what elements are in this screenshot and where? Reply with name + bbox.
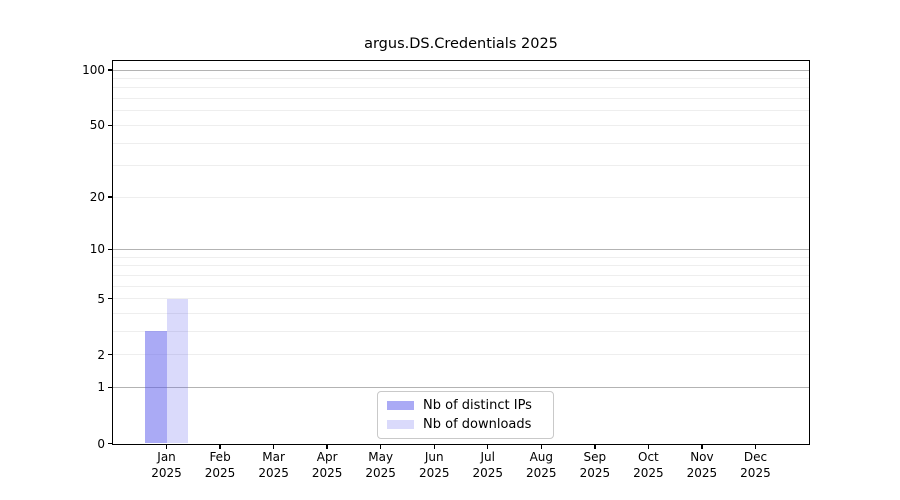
x-tick-mark — [379, 444, 382, 449]
x-tick-mark — [701, 444, 703, 449]
y-tick-mark — [107, 297, 112, 300]
x-tick-label-month: Jan — [157, 450, 176, 464]
y-tick-label: 5 — [97, 291, 105, 306]
x-tick-label-month: Nov — [690, 450, 714, 464]
y-gridline-minor — [113, 124, 809, 126]
y-gridline-minor — [113, 285, 809, 287]
x-tick-label-year: 2025 — [258, 465, 289, 480]
x-tick-mark — [219, 444, 221, 449]
x-tick-label-year: 2025 — [311, 465, 343, 480]
x-tick-label-year: 2025 — [526, 465, 557, 480]
x-tick-mark — [540, 444, 542, 449]
y-tick-label: 20 — [89, 190, 105, 205]
x-tick-mark — [433, 444, 435, 449]
y-tick-mark — [107, 69, 112, 71]
y-gridline-minor — [113, 98, 809, 100]
x-tick-mark — [594, 444, 596, 449]
y-gridline-major — [113, 248, 809, 250]
x-tick-mark — [326, 444, 328, 449]
y-gridline-minor — [113, 354, 809, 356]
y-tick-mark — [107, 386, 112, 389]
legend-swatch-distinct-ips-icon — [387, 401, 414, 410]
y-tick-mark — [107, 248, 112, 251]
x-tick-label-year: 2025 — [740, 465, 771, 480]
x-tick-mark — [165, 444, 168, 449]
y-tick-label: 1 — [97, 380, 105, 395]
x-tick-mark — [754, 444, 757, 449]
y-gridline-minor — [113, 110, 809, 112]
bar-nb-of-downloads-jan — [166, 298, 188, 444]
legend-label-distinct-ips: Nb of distinct IPs — [423, 398, 532, 413]
y-gridline-minor — [113, 87, 809, 89]
y-gridline-major — [113, 69, 809, 71]
x-tick-label-month: Jul — [480, 450, 495, 464]
y-gridline-minor — [113, 274, 809, 276]
y-gridline-minor — [113, 78, 809, 80]
y-gridline-minor — [113, 312, 809, 314]
x-tick-label-month: Aug — [529, 450, 554, 464]
x-tick-label-year: 2025 — [418, 465, 450, 480]
legend-item-distinct-ips: Nb of distinct IPs — [387, 398, 553, 413]
x-tick-label-year: 2025 — [151, 465, 182, 480]
y-gridline-minor — [113, 165, 809, 167]
y-gridline-minor — [113, 256, 809, 258]
chart-title: argus.DS.Credentials 2025 — [364, 36, 558, 52]
x-tick-label-month: Oct — [638, 450, 659, 464]
x-tick-label-month: Dec — [743, 450, 768, 464]
y-gridline-minor — [113, 142, 809, 144]
x-tick-label-month: Mar — [262, 450, 285, 464]
x-tick-label-year: 2025 — [579, 465, 611, 480]
x-tick-label-month: Feb — [209, 450, 231, 464]
x-tick-label-month: May — [368, 450, 394, 464]
bar-nb-of-distinct-ips-jan — [145, 331, 167, 444]
x-tick-label-month: Apr — [316, 450, 338, 464]
y-tick-label: 0 — [97, 436, 105, 451]
y-tick-label: 2 — [97, 347, 105, 362]
y-tick-label: 50 — [89, 118, 105, 133]
y-tick-mark — [107, 442, 112, 445]
legend: Nb of distinct IPs Nb of downloads — [377, 391, 554, 439]
y-tick-mark — [107, 196, 112, 198]
x-tick-label-year: 2025 — [204, 465, 236, 480]
legend-swatch-downloads-icon — [387, 420, 414, 429]
y-gridline-minor — [113, 330, 809, 332]
x-tick-label-year: 2025 — [686, 465, 718, 480]
y-gridline-minor — [113, 265, 809, 267]
x-tick-mark — [647, 444, 650, 449]
x-tick-mark — [272, 444, 275, 449]
x-tick-label-year: 2025 — [365, 465, 396, 480]
y-tick-mark — [107, 353, 112, 356]
y-tick-mark — [107, 124, 112, 127]
y-tick-label: 100 — [82, 63, 105, 78]
y-gridline-major — [113, 386, 809, 388]
x-tick-label-year: 2025 — [633, 465, 664, 480]
legend-item-downloads: Nb of downloads — [387, 417, 553, 432]
x-tick-mark — [487, 444, 489, 449]
y-tick-label: 10 — [89, 242, 105, 257]
y-gridline-minor — [113, 298, 809, 300]
x-tick-label-month: Sep — [583, 450, 607, 464]
x-tick-label-year: 2025 — [472, 465, 504, 480]
plot-area — [113, 61, 809, 444]
x-tick-label-month: Jun — [424, 450, 444, 464]
y-gridline-minor — [113, 196, 809, 198]
legend-label-downloads: Nb of downloads — [423, 417, 532, 432]
